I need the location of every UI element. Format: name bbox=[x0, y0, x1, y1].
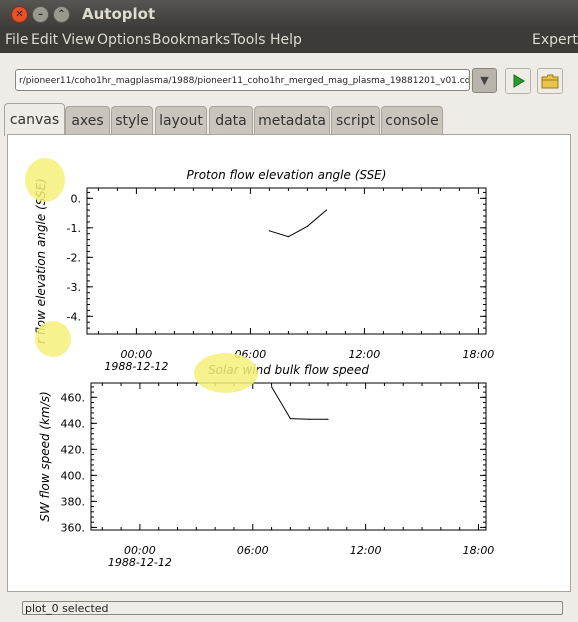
tab-script[interactable]: script bbox=[331, 106, 380, 135]
folder-icon bbox=[541, 74, 559, 89]
menu-file[interactable]: File bbox=[5, 32, 29, 48]
data-source-row: r/pioneer11/coho1hr_magplasma/1988/pione… bbox=[0, 53, 578, 103]
menu-help[interactable]: Help bbox=[270, 32, 302, 48]
y-axis-label-2: SW flow speed (km/s) bbox=[38, 391, 52, 521]
y-tick-label: 440. bbox=[61, 417, 86, 430]
y-tick-label: 360. bbox=[61, 521, 86, 534]
highlight-marker bbox=[25, 158, 65, 202]
x-date-label: 1988-12-12 bbox=[104, 360, 168, 373]
maximize-window-button[interactable]: ⌃ bbox=[53, 6, 70, 23]
title-bar: ✕ – ⌃ Autoplot bbox=[0, 0, 578, 29]
data-point bbox=[306, 225, 308, 227]
data-point bbox=[268, 230, 270, 232]
menu-view[interactable]: View bbox=[62, 32, 96, 48]
y-tick-label: 380. bbox=[61, 495, 86, 508]
data-point bbox=[308, 418, 310, 420]
tab-metadata[interactable]: metadata bbox=[254, 106, 330, 135]
tab-data[interactable]: data bbox=[209, 106, 253, 135]
data-point bbox=[287, 236, 289, 238]
plot-go-button[interactable] bbox=[505, 68, 531, 94]
chevron-down-icon: ▼ bbox=[480, 74, 489, 87]
tab-style[interactable]: style bbox=[111, 106, 153, 135]
y-tick-label: -2. bbox=[67, 251, 81, 264]
x-tick-label: 18:00 bbox=[463, 544, 495, 557]
series-line-2 bbox=[271, 386, 328, 420]
x-tick-label: 06:00 bbox=[237, 544, 269, 557]
y-tick-label: -3. bbox=[67, 281, 81, 294]
highlight-marker bbox=[35, 321, 71, 357]
menu-tools[interactable]: Tools bbox=[231, 32, 266, 48]
data-point bbox=[327, 418, 329, 420]
close-icon: ✕ bbox=[15, 9, 24, 20]
canvas-panel: Proton flow elevation angle (SSE) r flow … bbox=[7, 134, 571, 592]
data-source-url-input[interactable]: r/pioneer11/coho1hr_magplasma/1988/pione… bbox=[15, 69, 470, 91]
y-tick-label: 400. bbox=[61, 469, 86, 482]
x-tick-label: 12:00 bbox=[349, 348, 381, 361]
menu-edit[interactable]: Edit bbox=[31, 32, 59, 48]
tab-console[interactable]: console bbox=[381, 106, 443, 135]
menu-bookmarks[interactable]: Bookmarks bbox=[152, 32, 231, 48]
highlight-marker bbox=[194, 353, 258, 393]
y-tick-label: -4. bbox=[67, 310, 81, 323]
minimize-icon: – bbox=[38, 9, 43, 20]
tab-bar: canvas axes style layout data metadata s… bbox=[0, 103, 578, 136]
tab-canvas[interactable]: canvas bbox=[4, 103, 65, 136]
browse-files-button[interactable] bbox=[537, 68, 563, 94]
menu-expert[interactable]: Expert bbox=[532, 32, 578, 48]
series-line-1 bbox=[269, 209, 327, 238]
x-tick-label: 00:00 bbox=[121, 348, 153, 361]
plot-title-1: Proton flow elevation angle (SSE) bbox=[187, 168, 387, 182]
tab-axes[interactable]: axes bbox=[65, 106, 110, 135]
x-tick-label: 00:00 bbox=[124, 544, 156, 557]
data-point bbox=[289, 418, 291, 420]
y-tick-label: 420. bbox=[61, 443, 86, 456]
data-point bbox=[325, 209, 327, 211]
menu-bar: File Edit View Options Bookmarks Tools H… bbox=[0, 29, 578, 53]
menu-options[interactable]: Options bbox=[97, 32, 152, 48]
plot-frame-2 bbox=[90, 382, 487, 531]
close-window-button[interactable]: ✕ bbox=[11, 6, 28, 23]
y-axis-label-1: r flow elevation angle (SSE) bbox=[34, 178, 48, 344]
y-tick-label: 460. bbox=[61, 391, 86, 404]
data-point bbox=[270, 386, 273, 388]
x-tick-label: 18:00 bbox=[463, 348, 495, 361]
window-title: Autoplot bbox=[82, 5, 156, 23]
x-tick-label: 12:00 bbox=[350, 544, 382, 557]
plot-canvas[interactable]: Proton flow elevation angle (SSE) r flow … bbox=[8, 135, 570, 591]
play-icon bbox=[513, 74, 525, 88]
y-tick-label: -1. bbox=[67, 222, 81, 235]
tab-layout[interactable]: layout bbox=[155, 106, 207, 135]
url-history-dropdown-button[interactable]: ▼ bbox=[472, 68, 497, 93]
minimize-window-button[interactable]: – bbox=[32, 6, 49, 23]
maximize-icon: ⌃ bbox=[57, 9, 66, 20]
plot-frame-1 bbox=[86, 187, 487, 335]
x-date-label: 1988-12-12 bbox=[108, 556, 172, 569]
y-tick-label: 0. bbox=[71, 192, 82, 205]
status-bar: plot_0 selected bbox=[22, 601, 563, 615]
